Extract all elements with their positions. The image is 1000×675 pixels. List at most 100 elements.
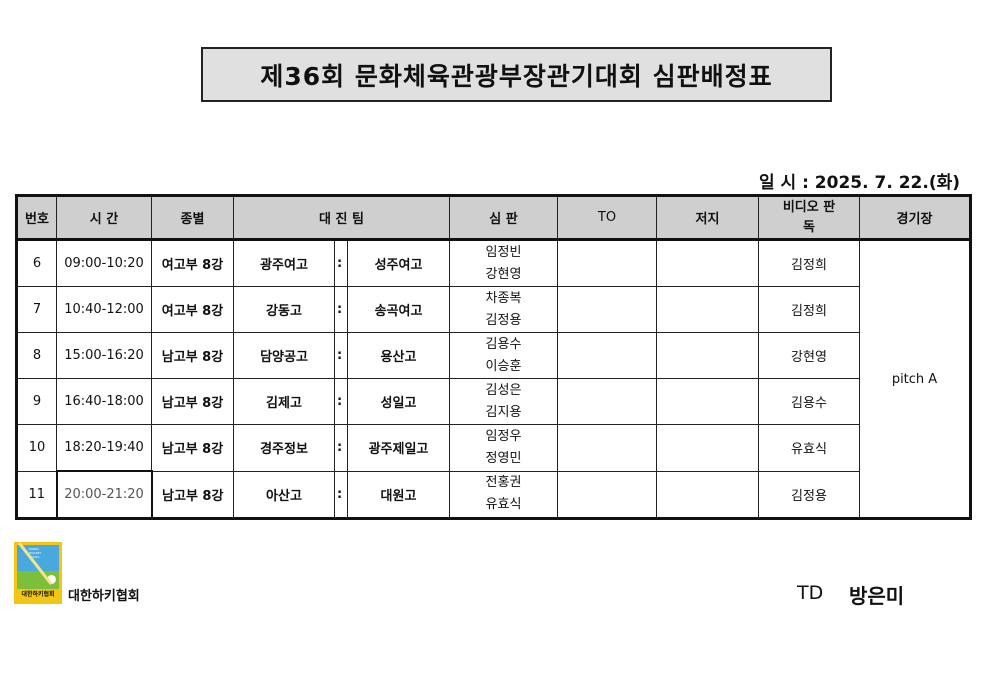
match-time: 15:00-16:20	[56, 332, 152, 379]
video-referee: 김용수	[758, 378, 860, 425]
team-away: 대원고	[347, 470, 450, 519]
table-row: 11 20:00-21:20 남고부 8강 아산고: 대원고 전홍권 유효식 김정용	[16, 470, 971, 520]
team-home: 강동고	[233, 286, 335, 333]
header-referee: 심 판	[449, 195, 558, 241]
to-cell	[557, 378, 657, 425]
to-cell	[557, 470, 657, 519]
to-cell	[557, 239, 657, 287]
referee-name: 임정우	[485, 428, 522, 444]
header-judge: 저지	[656, 195, 759, 241]
video-referee: 김정희	[758, 286, 860, 333]
header-video: 비디오 판독	[758, 195, 860, 241]
table-row: 7 10:40-12:00 여고부 8강 강동고: 송곡여고 차종복 김정용 김정희	[16, 286, 971, 333]
judge-cell	[656, 332, 759, 379]
row-number: 8	[16, 332, 57, 379]
video-referee: 강현영	[758, 332, 860, 379]
row-number: 10	[16, 424, 57, 472]
row-number: 7	[16, 286, 57, 333]
assignment-table: 번호 시 간 종별 대 진 팀 심 판 TO 저지 비디오 판독 경기장 6 09…	[15, 194, 972, 520]
to-cell	[557, 286, 657, 333]
logo-label: 대한하키협회	[17, 589, 59, 601]
team-away: 용산고	[347, 332, 450, 379]
header-time: 시 간	[56, 195, 152, 241]
header-to: TO	[557, 195, 657, 241]
match-time: 20:00-21:20	[55, 470, 153, 520]
table-row: 8 15:00-16:20 남고부 8강 담양공고: 용산고 김용수 이승훈 강현영	[16, 332, 971, 379]
category: 남고부 8강	[151, 424, 234, 472]
date-label: 일 시 : 2025. 7. 22.(화)	[758, 173, 960, 193]
team-separator: :	[334, 424, 348, 472]
referee-name: 강현영	[485, 266, 522, 282]
team-home: 담양공고	[233, 332, 335, 379]
referee-name: 정영민	[485, 450, 522, 466]
referee-name: 전홍권	[485, 475, 522, 491]
category: 여고부 8강	[151, 239, 234, 287]
judge-cell	[656, 286, 759, 333]
td-name: 방은미	[849, 584, 905, 608]
header-category: 종별	[151, 195, 234, 241]
team-home: 경주정보	[233, 424, 335, 472]
team-separator: :	[334, 286, 348, 333]
team-away: 광주제일고	[347, 424, 450, 472]
video-referee: 유효식	[758, 424, 860, 472]
referee-name: 유효식	[485, 497, 522, 513]
judge-cell	[656, 239, 759, 287]
referee-name: 차종복	[485, 290, 522, 306]
referee-name: 김성은	[485, 382, 522, 398]
match-time: 16:40-18:00	[56, 378, 152, 425]
ball-icon	[47, 575, 56, 584]
team-separator: :	[334, 378, 348, 425]
video-referee: 김정희	[758, 239, 860, 287]
team-away: 성주여고	[347, 239, 450, 287]
match-time: 10:40-12:00	[56, 286, 152, 333]
judge-cell	[656, 378, 759, 425]
row-number: 9	[16, 378, 57, 425]
table-row: 6 09:00-10:20 여고부 8강 광주여고: 성주여고 임정빈 강현영 김정희 pitc…	[16, 239, 971, 519]
team-home: 아산고	[233, 470, 335, 519]
row-number: 6	[16, 239, 57, 287]
team-away: 송곡여고	[347, 286, 450, 333]
team-separator: :	[334, 470, 348, 519]
category: 남고부 8강	[151, 378, 234, 425]
td-label: TD	[797, 582, 824, 604]
header-venue: 경기장	[859, 195, 971, 241]
table-row: 10 18:20-19:40 남고부 8강 경주정보: 광주제일고 임정우 정영민 유효식	[16, 424, 971, 472]
referee-name: 김용수	[485, 336, 522, 352]
to-cell	[557, 424, 657, 472]
referee-name: 김지용	[485, 404, 522, 420]
video-referee: 김정용	[758, 470, 860, 519]
judge-cell	[656, 470, 759, 519]
hockey-association-logo: KOREA HOCKEY ASSOC. 대한하키협회	[14, 542, 62, 604]
team-separator: :	[334, 239, 348, 287]
table-row: 9 16:40-18:00 남고부 8강 김제고: 성일고 김성은 김지용 김용수	[16, 378, 971, 425]
category: 여고부 8강	[151, 286, 234, 333]
document-title: 제36회 문화체육관광부장관기대회 심판배정표	[201, 47, 832, 102]
referee-name: 이승훈	[485, 358, 522, 374]
category: 남고부 8강	[151, 470, 234, 519]
header-teams: 대 진 팀	[233, 195, 450, 241]
to-cell	[557, 332, 657, 379]
referee-name: 김정용	[485, 312, 522, 328]
judge-cell	[656, 424, 759, 472]
team-away: 성일고	[347, 378, 450, 425]
logo-small-text: KOREA HOCKEY ASSOC.	[29, 547, 42, 559]
referee-name: 임정빈	[485, 244, 522, 260]
venue: pitch A	[859, 239, 971, 519]
team-home: 김제고	[233, 378, 335, 425]
header-row: 번호 시 간 종별 대 진 팀 심 판 TO 저지 비디오 판독 경기장	[16, 195, 971, 241]
organization-name: 대한하키협회	[68, 589, 140, 604]
row-number: 11	[16, 470, 57, 519]
team-separator: :	[334, 332, 348, 379]
match-time: 18:20-19:40	[56, 424, 152, 472]
header-no: 번호	[16, 195, 57, 241]
match-time: 09:00-10:20	[56, 239, 152, 287]
category: 남고부 8강	[151, 332, 234, 379]
team-home: 광주여고	[233, 239, 335, 287]
